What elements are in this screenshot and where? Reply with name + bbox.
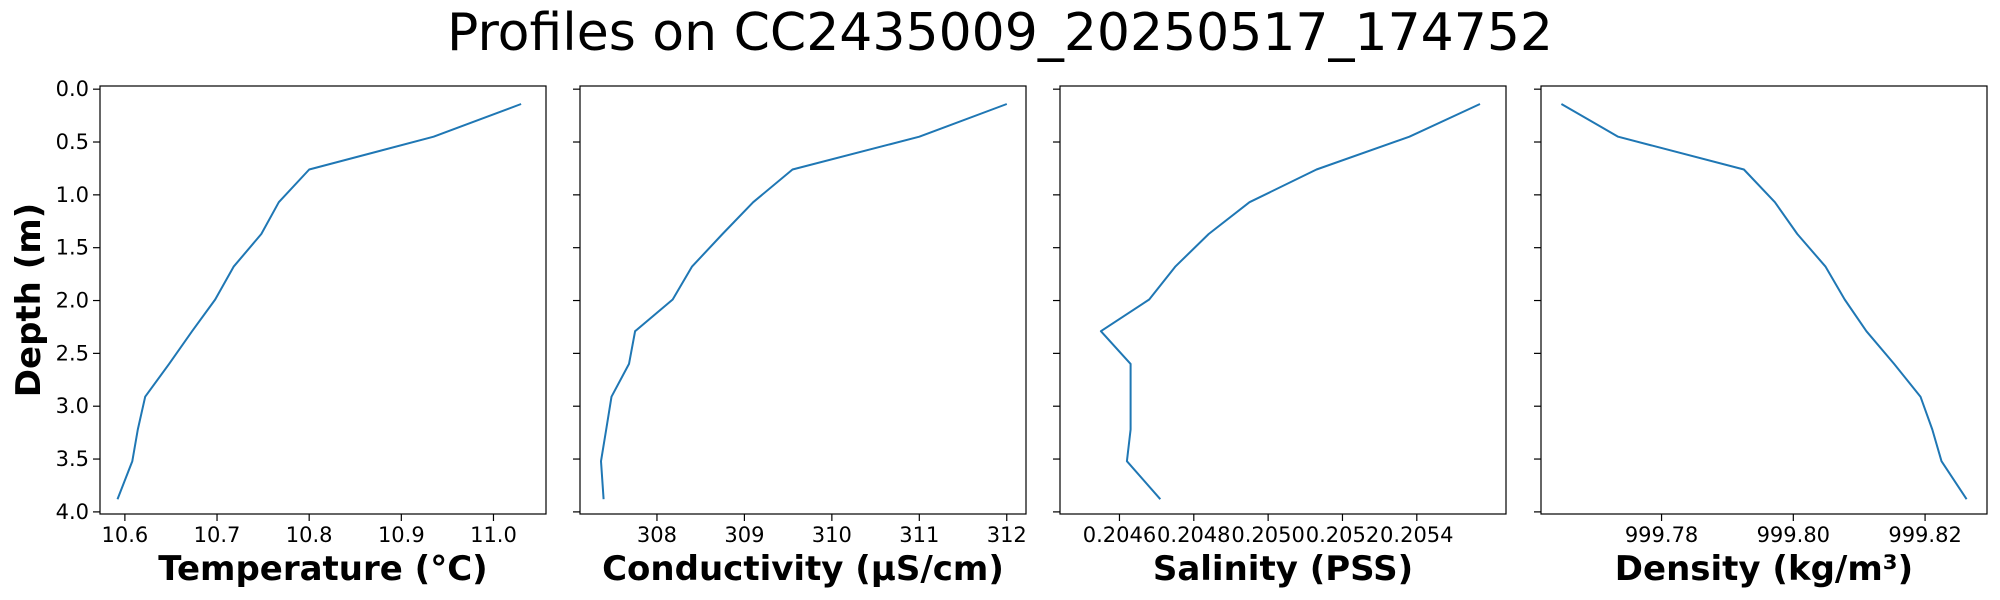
x-axis-label-1: Temperature (°C): [158, 549, 487, 589]
series-line-3-1: [1099, 103, 1481, 500]
series-line-1-1: [116, 103, 522, 500]
y-tick-label-1: 0.0: [56, 77, 89, 101]
series-line-4-1: [1560, 103, 1968, 500]
y-tick-label-9: 4.0: [56, 500, 89, 524]
x-tick-label-4-1: 999.78: [1625, 523, 1698, 547]
y-tick-label-7: 3.0: [56, 394, 89, 418]
y-tick-label-5: 2.0: [56, 289, 89, 313]
x-axis-label-3: Salinity (PSS): [1153, 549, 1413, 589]
x-tick-label-2-3: 310: [812, 523, 852, 547]
x-tick-label-3-2: 0.2048: [1157, 523, 1230, 547]
axes-frame-2: [579, 85, 1027, 515]
x-tick-label-4-3: 999.82: [1888, 523, 1961, 547]
x-tick-label-2-5: 312: [987, 523, 1027, 547]
x-tick-label-2-4: 311: [899, 523, 939, 547]
series-line-2-1: [600, 103, 1008, 500]
x-axis-label-4: Density (kg/m³): [1615, 549, 1913, 589]
x-tick-label-2-1: 308: [637, 523, 677, 547]
x-tick-label-3-5: 0.2054: [1380, 523, 1453, 547]
figure-title: Profiles on CC2435009_20250517_174752: [447, 3, 1553, 63]
y-tick-label-2: 0.5: [56, 130, 89, 154]
x-tick-label-1-1: 10.6: [101, 523, 148, 547]
x-tick-label-3-4: 0.2052: [1306, 523, 1379, 547]
y-tick-label-8: 3.5: [56, 447, 89, 471]
y-tick-label-6: 2.5: [56, 341, 89, 365]
y-tick-label-4: 1.5: [56, 236, 89, 260]
x-tick-label-4-2: 999.80: [1757, 523, 1830, 547]
x-tick-label-3-3: 0.2050: [1231, 523, 1304, 547]
x-tick-label-3-1: 0.2046: [1083, 523, 1156, 547]
axes-frame-1: [99, 85, 547, 515]
y-axis-label: Depth (m): [9, 203, 49, 397]
y-tick-label-3: 1.0: [56, 183, 89, 207]
x-tick-label-1-5: 11.0: [470, 523, 517, 547]
x-tick-label-1-2: 10.7: [194, 523, 241, 547]
axes-frame-3: [1059, 85, 1507, 515]
x-axis-label-2: Conductivity (µS/cm): [602, 549, 1004, 589]
axes-frame-4: [1540, 85, 1988, 515]
x-tick-label-1-3: 10.8: [286, 523, 333, 547]
x-tick-label-2-2: 309: [724, 523, 764, 547]
x-tick-label-1-4: 10.9: [378, 523, 425, 547]
